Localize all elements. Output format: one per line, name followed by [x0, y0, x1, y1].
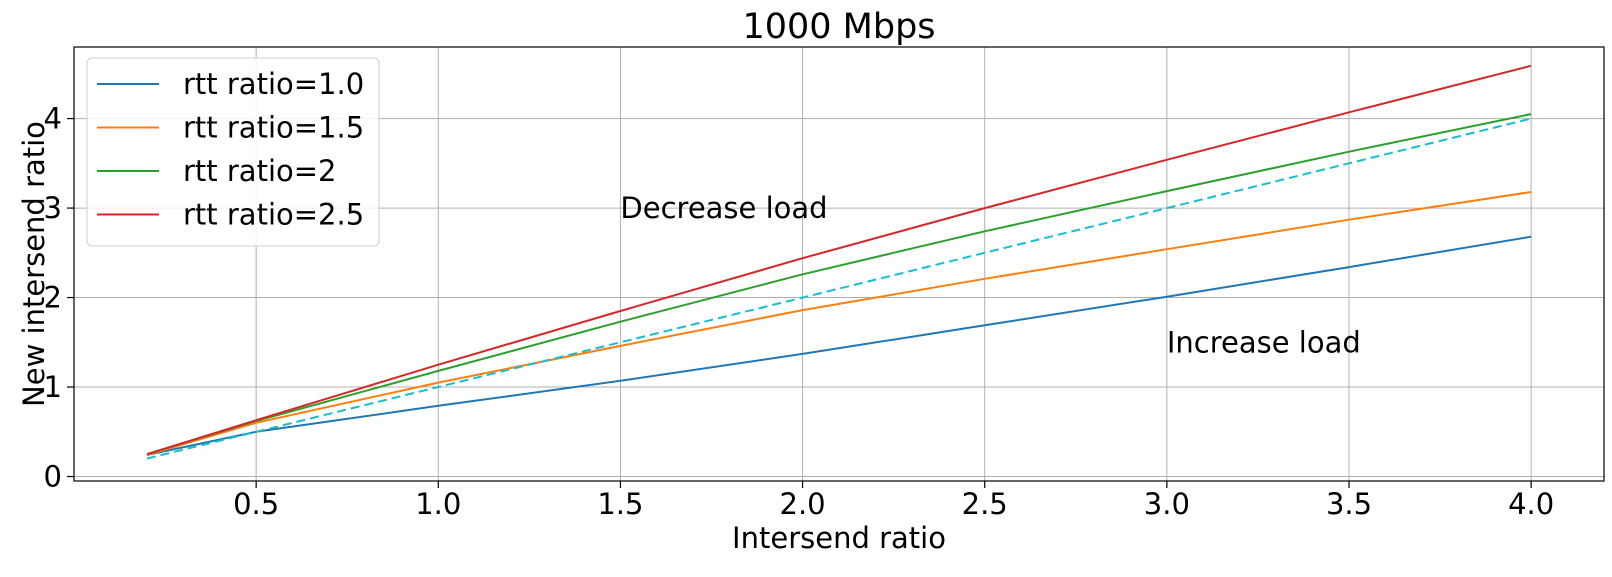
legend: rtt ratio=1.0 rtt ratio=1.5 rtt ratio=2 rtt…: [86, 57, 380, 247]
axis-ticks: 0.5 1.0 1.5 2.0 2.5 3.0 3.5 4.0 0 1 2 3 4: [44, 102, 1555, 521]
y-axis-label: New intersend ratio: [17, 121, 51, 407]
x-tick-label: 0.5: [233, 487, 279, 521]
y-tick-label: 4: [44, 102, 62, 136]
series-lines: [146, 64, 1532, 460]
annotations: Decrease load Increase load: [620, 191, 1360, 359]
legend-label-rtt-ratio-2-5: rtt ratio=2.5: [183, 198, 364, 232]
y-tick-label: 3: [44, 191, 62, 225]
series-line-rtt-ratio-1-5: [146, 191, 1532, 456]
x-tick-label: 2.5: [962, 487, 1008, 521]
y-tick-label: 0: [44, 460, 62, 494]
plot-frame: [73, 46, 1605, 482]
x-tick-label: 4.0: [1508, 487, 1554, 521]
legend-label-rtt-ratio-1-0: rtt ratio=1.0: [183, 67, 364, 101]
x-tick-label: 3.5: [1326, 487, 1372, 521]
series-line-rtt-ratio-2: [146, 113, 1532, 456]
series-line-rtt-ratio-2-5: [146, 64, 1532, 456]
x-tick-label: 3.0: [1144, 487, 1190, 521]
legend-label-rtt-ratio-1-5: rtt ratio=1.5: [183, 111, 364, 145]
annotation-decrease-load: Decrease load: [620, 191, 827, 225]
x-tick-label: 1.0: [415, 487, 461, 521]
legend-label-rtt-ratio-2: rtt ratio=2: [183, 154, 337, 188]
annotation-increase-load: Increase load: [1167, 325, 1361, 359]
reference-line-dashed: [146, 117, 1532, 460]
x-tick-label: 1.5: [597, 487, 643, 521]
x-tick-label: 2.0: [780, 487, 826, 521]
legend-box: [86, 57, 380, 247]
chart-title: 1000 Mbps: [742, 7, 935, 47]
x-axis-label: Intersend ratio: [732, 521, 946, 555]
y-tick-label: 2: [44, 281, 62, 315]
series-line-rtt-ratio-1-0: [146, 235, 1532, 456]
y-tick-label: 1: [44, 370, 62, 404]
